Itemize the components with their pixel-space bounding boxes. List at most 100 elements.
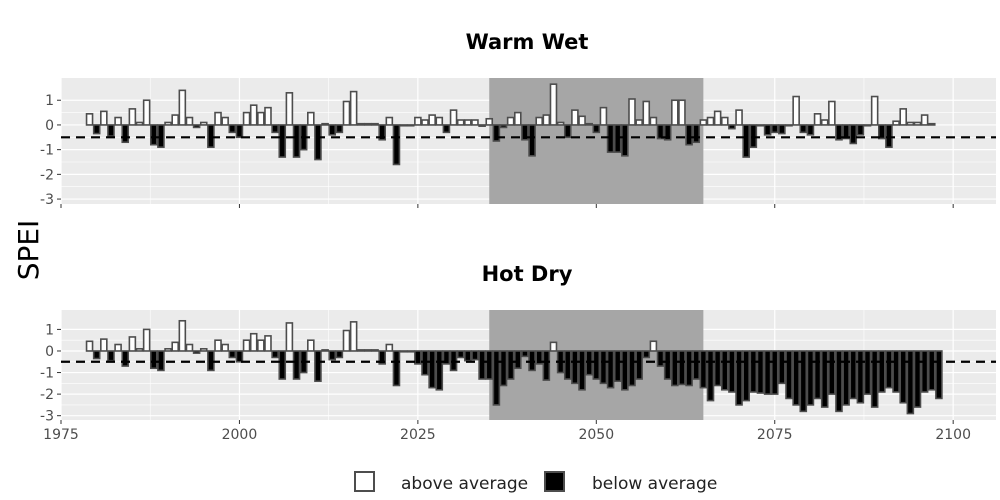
bar xyxy=(342,100,351,126)
bar xyxy=(149,350,158,370)
bar xyxy=(685,350,693,387)
bar xyxy=(742,350,750,402)
bar xyxy=(92,350,101,360)
bar xyxy=(192,124,201,129)
bar xyxy=(349,90,358,126)
bar xyxy=(435,116,444,126)
bar xyxy=(713,110,722,126)
bar xyxy=(135,348,144,352)
bar xyxy=(763,124,772,136)
y-tick-label: -1 xyxy=(40,366,54,382)
bar xyxy=(692,350,701,380)
bar xyxy=(199,348,208,352)
x-tick-label: 2050 xyxy=(578,427,614,443)
bar xyxy=(214,339,222,352)
bar xyxy=(770,350,779,395)
bar xyxy=(927,122,936,126)
bar xyxy=(378,124,386,141)
bar xyxy=(806,124,815,136)
x-tick-label: 2000 xyxy=(222,427,258,443)
bar xyxy=(178,89,187,126)
bar xyxy=(720,350,729,391)
bar xyxy=(421,119,429,126)
bar xyxy=(692,124,701,144)
bar xyxy=(792,95,800,126)
bar xyxy=(506,350,515,380)
bar xyxy=(606,350,615,389)
bar xyxy=(478,124,486,127)
bar xyxy=(706,116,715,126)
bar xyxy=(228,350,237,359)
bar xyxy=(435,350,444,391)
bar xyxy=(513,350,522,370)
bar xyxy=(292,350,301,380)
bar xyxy=(913,350,922,408)
bar xyxy=(578,350,586,391)
y-tick-label: 1 xyxy=(45,322,54,338)
bar xyxy=(135,121,144,126)
bar xyxy=(292,124,301,158)
bar xyxy=(792,350,800,406)
bar xyxy=(371,349,379,352)
bar xyxy=(114,116,122,126)
bar xyxy=(192,350,201,354)
bar xyxy=(142,99,151,126)
bar xyxy=(499,124,508,129)
bar xyxy=(406,124,415,127)
bar xyxy=(613,350,622,382)
bar xyxy=(799,350,808,413)
bar xyxy=(328,124,337,136)
panel-title: Hot Dry xyxy=(482,262,573,286)
bar xyxy=(378,350,386,365)
legend-key-below xyxy=(544,471,565,492)
bar xyxy=(249,104,258,126)
bar xyxy=(142,328,151,352)
bar xyxy=(364,122,372,126)
bar xyxy=(478,350,486,380)
bar xyxy=(335,124,344,134)
highlight-period xyxy=(489,78,704,204)
bar xyxy=(778,124,786,135)
bar xyxy=(271,124,279,134)
bar xyxy=(778,350,786,385)
bar xyxy=(635,350,643,380)
bar xyxy=(506,116,515,126)
bar xyxy=(164,121,172,126)
bar xyxy=(364,349,372,352)
bar xyxy=(656,124,665,140)
bar xyxy=(613,124,622,153)
bar xyxy=(257,339,265,352)
bar xyxy=(356,349,365,352)
y-axis-label: SPEI xyxy=(12,220,45,281)
bar xyxy=(406,350,415,353)
bar xyxy=(264,335,272,352)
panel-hot-dry: Hot Dry -3 -2 -1 0 1 1975 2000 2025 2050 2075 2100 xyxy=(40,262,996,443)
bar xyxy=(870,95,879,126)
bar xyxy=(85,340,94,352)
bar xyxy=(228,124,237,134)
bar xyxy=(92,124,101,135)
bar xyxy=(549,341,558,352)
bar xyxy=(399,350,408,353)
bar xyxy=(485,350,494,380)
bar xyxy=(307,339,315,352)
bar xyxy=(385,343,394,352)
bar xyxy=(149,124,158,146)
bar xyxy=(599,350,608,385)
bar xyxy=(249,332,258,352)
bar xyxy=(563,124,572,139)
bar xyxy=(885,350,893,389)
bar xyxy=(706,350,715,402)
bar xyxy=(878,124,886,140)
bar xyxy=(171,114,179,126)
bar xyxy=(442,124,451,134)
x-tick-label: 2075 xyxy=(757,427,793,443)
bar xyxy=(121,124,130,144)
bar xyxy=(835,124,843,141)
bar xyxy=(278,350,287,380)
bar xyxy=(920,350,929,393)
bar xyxy=(199,121,208,126)
bar xyxy=(678,350,686,386)
bar xyxy=(856,124,865,136)
